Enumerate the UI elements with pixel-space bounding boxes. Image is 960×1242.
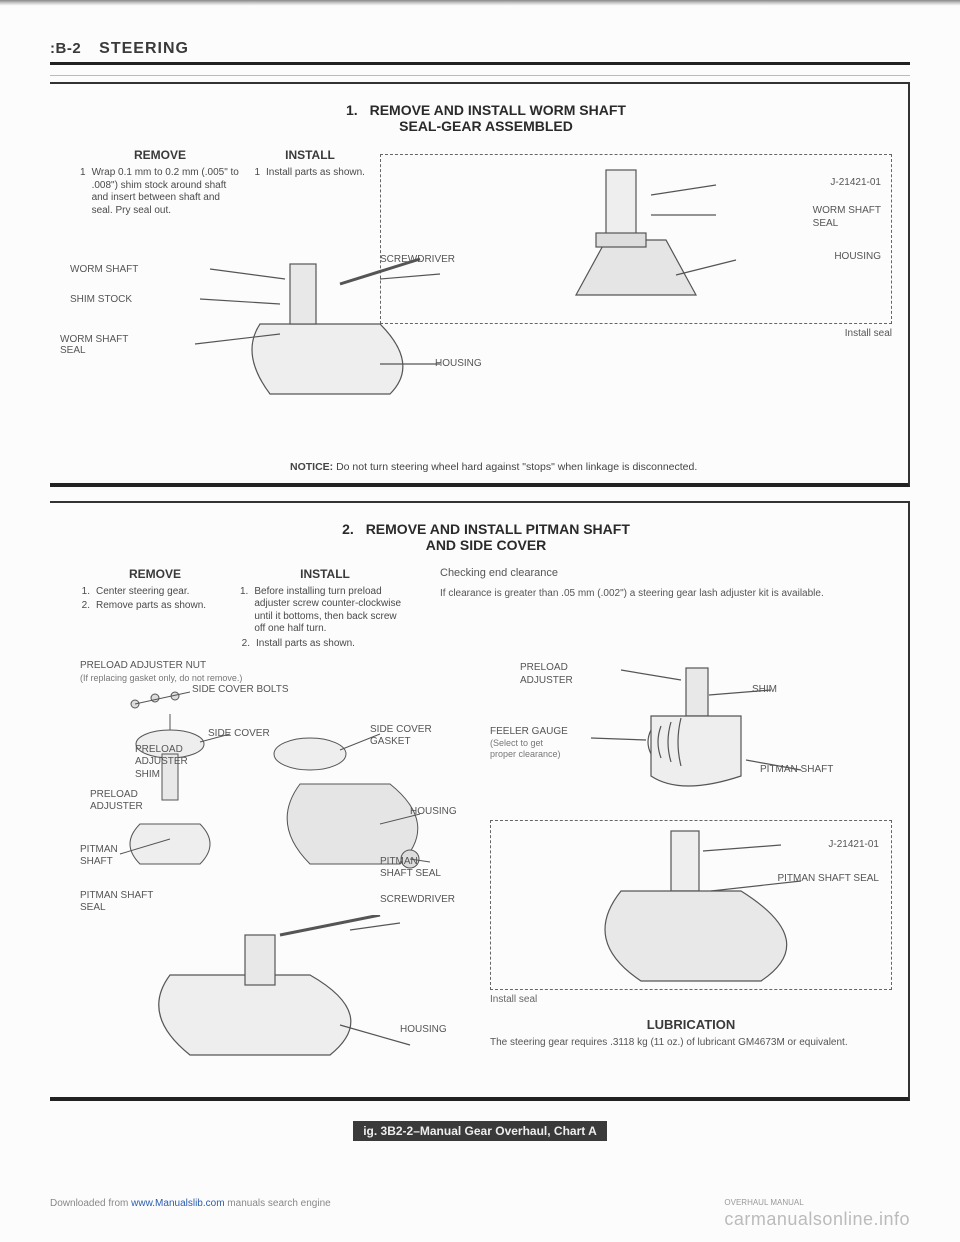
step-text: Wrap 0.1 mm to 0.2 mm (.005" to .008") s… bbox=[92, 167, 240, 217]
preload-shim-label: PRELOAD ADJUSTER SHIM bbox=[135, 744, 188, 782]
housing2-label: HOUSING bbox=[400, 1024, 447, 1037]
s2i2t: Install parts as shown. bbox=[256, 638, 355, 651]
housing-label: HOUSING bbox=[834, 251, 881, 264]
s2-right-col: PRELOAD ADJUSTER SHIM FEELER GAUGE (Sele… bbox=[470, 660, 892, 1060]
figure-caption-wrap: ig. 3B2-2–Manual Gear Overhaul, Chart A bbox=[50, 1115, 910, 1141]
housing-left-label: HOUSING bbox=[435, 358, 482, 369]
notice-text: Do not turn steering wheel hard against … bbox=[336, 461, 697, 473]
side-cover-gasket-label: SIDE COVER GASKET bbox=[370, 724, 432, 749]
housing-label-s2: HOUSING bbox=[410, 806, 457, 819]
s2-left-col: PRELOAD ADJUSTER NUT (If replacing gaske… bbox=[80, 660, 460, 1060]
s2i2n: 2. bbox=[240, 638, 250, 651]
feeler-note: (Select to get proper clearance) bbox=[490, 738, 561, 761]
worm-shaft-seal-left-label: WORM SHAFT SEAL bbox=[60, 334, 128, 356]
section-2-text-cols: REMOVE 1. Center steering gear. 2. Remove … bbox=[80, 567, 892, 653]
figure-caption: ig. 3B2-2–Manual Gear Overhaul, Chart A bbox=[353, 1121, 607, 1141]
section-1-title-line2: SEAL-GEAR ASSEMBLED bbox=[399, 118, 573, 134]
lubrication-head: LUBRICATION bbox=[490, 1017, 892, 1033]
remove-head: REMOVE bbox=[80, 148, 240, 163]
section-1-title: 1. REMOVE AND INSTALL WORM SHAFT SEAL-GE… bbox=[80, 102, 892, 134]
preload-nut-label: PRELOAD ADJUSTER NUT bbox=[80, 660, 460, 673]
section-1-title-line1: REMOVE AND INSTALL WORM SHAFT bbox=[370, 102, 626, 118]
step-num: 1 bbox=[250, 167, 260, 180]
preload-nut-note: (If replacing gasket only, do not remove… bbox=[80, 673, 460, 684]
page: :B-2 STEERING 1. REMOVE AND INSTALL WORM… bbox=[0, 0, 960, 1242]
screwdriver-s2-label: SCREWDRIVER bbox=[380, 894, 455, 907]
s2-remove-head: REMOVE bbox=[80, 567, 230, 582]
pry-svg bbox=[80, 915, 460, 1075]
pitman-shaft-label: PITMAN SHAFT bbox=[80, 844, 118, 869]
page-number: :B-2 bbox=[50, 40, 81, 57]
worm-shaft-seal-label: WORM SHAFT SEAL bbox=[813, 205, 881, 230]
exploded-svg bbox=[80, 684, 460, 884]
side-cover-label: SIDE COVER bbox=[208, 728, 270, 741]
exploded-diagram: SIDE COVER BOLTS SIDE COVER PRELOAD ADJU… bbox=[80, 684, 460, 884]
install-seal-box: J-21421-01 PITMAN SHAFT SEAL bbox=[490, 820, 892, 990]
s2r1n: 1. bbox=[80, 586, 90, 599]
s2i1t: Before installing turn preload adjuster … bbox=[254, 586, 410, 636]
page-footer: Downloaded from www.Manualslib.com manua… bbox=[50, 1198, 910, 1230]
overhaul-label: OVERHAUL MANUAL bbox=[724, 1198, 803, 1207]
section-2: 2. REMOVE AND INSTALL PITMAN SHAFT AND S… bbox=[50, 501, 910, 1101]
tool-label: J-21421-01 bbox=[830, 177, 881, 190]
page-title: STEERING bbox=[99, 40, 189, 58]
feeler-diagram: PRELOAD ADJUSTER SHIM FEELER GAUGE (Sele… bbox=[490, 660, 892, 810]
pitman-shaft-seal-label: PITMAN SHAFT SEAL bbox=[380, 856, 441, 881]
step-num: 1 bbox=[80, 167, 86, 217]
pitman-shaft-r-label: PITMAN SHAFT bbox=[760, 764, 833, 777]
footer-left: Downloaded from www.Manualslib.com manua… bbox=[50, 1198, 331, 1230]
footer-link[interactable]: www.Manualslib.com bbox=[131, 1198, 224, 1209]
step-text: Install parts as shown. bbox=[266, 167, 365, 180]
lubrication-text: The steering gear requires .3118 kg (11 … bbox=[490, 1037, 892, 1050]
section-2-title: 2. REMOVE AND INSTALL PITMAN SHAFT AND S… bbox=[80, 521, 892, 553]
section-2-title-l1: REMOVE AND INSTALL PITMAN SHAFT bbox=[366, 521, 630, 537]
s2r2t: Remove parts as shown. bbox=[96, 600, 206, 613]
worm-shaft-label: WORM SHAFT bbox=[70, 264, 138, 275]
install-head: INSTALL bbox=[250, 148, 370, 163]
screwdriver-label: SCREWDRIVER bbox=[380, 254, 455, 265]
s2r1t: Center steering gear. bbox=[96, 586, 189, 599]
page-header: :B-2 STEERING bbox=[50, 40, 910, 65]
tool-r-label: J-21421-01 bbox=[828, 839, 879, 852]
side-cover-bolts-label: SIDE COVER BOLTS bbox=[192, 684, 289, 697]
install-step: 1 Install parts as shown. bbox=[250, 167, 370, 180]
footer-right: OVERHAUL MANUAL carmanualsonline.info bbox=[724, 1198, 910, 1230]
preload-adjuster-label: PRELOAD ADJUSTER bbox=[90, 789, 143, 814]
check-head: Checking end clearance bbox=[440, 567, 892, 581]
hairline bbox=[50, 75, 910, 76]
remove-step: 1 Wrap 0.1 mm to 0.2 mm (.005" to .008")… bbox=[80, 167, 240, 217]
preload-adjuster-r-label: PRELOAD ADJUSTER bbox=[520, 662, 573, 687]
check-text: If clearance is greater than .05 mm (.00… bbox=[440, 588, 892, 601]
section-1: 1. REMOVE AND INSTALL WORM SHAFT SEAL-GE… bbox=[50, 82, 910, 487]
section-2-title-l2: AND SIDE COVER bbox=[426, 537, 547, 553]
feeler-gauge-label: FEELER GAUGE bbox=[490, 726, 568, 739]
section-2-diagrams: PRELOAD ADJUSTER NUT (If replacing gaske… bbox=[80, 660, 892, 1060]
s2-remove: REMOVE 1. Center steering gear. 2. Remove … bbox=[80, 567, 230, 653]
remove-diagram bbox=[80, 254, 500, 414]
install-seal-r-caption: Install seal bbox=[490, 994, 892, 1007]
section-2-num: 2. bbox=[342, 521, 354, 537]
remove-diagram-area: WORM SHAFT SHIM STOCK WORM SHAFT SEAL SC… bbox=[80, 254, 500, 384]
s2-install-head: INSTALL bbox=[240, 567, 410, 582]
s2r2n: 2. bbox=[80, 600, 90, 613]
pitman-seal-r-label: PITMAN SHAFT SEAL bbox=[777, 873, 879, 886]
s2-check: Checking end clearance If clearance is g… bbox=[420, 567, 892, 653]
notice: NOTICE: Do not turn steering wheel hard … bbox=[290, 461, 810, 473]
top-shadow bbox=[0, 0, 960, 6]
watermark: carmanualsonline.info bbox=[724, 1209, 910, 1229]
s2i1n: 1. bbox=[240, 586, 248, 636]
pry-seal-diagram: PITMAN SHAFT SEAL SCREWDRIVER HOUSING bbox=[80, 890, 460, 1060]
shim-label: SHIM bbox=[752, 684, 777, 697]
shim-stock-label: SHIM STOCK bbox=[70, 294, 132, 305]
footer-post: manuals search engine bbox=[225, 1198, 331, 1209]
s2-install: INSTALL 1.Before installing turn preload… bbox=[240, 567, 410, 653]
footer-pre: Downloaded from bbox=[50, 1198, 131, 1209]
section-1-num: 1. bbox=[346, 102, 358, 118]
